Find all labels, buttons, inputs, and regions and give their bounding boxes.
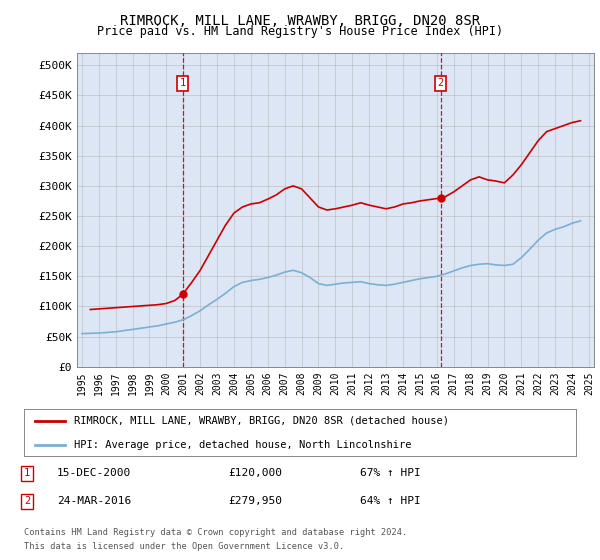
Text: 2: 2 xyxy=(24,496,30,506)
Text: 64% ↑ HPI: 64% ↑ HPI xyxy=(360,496,421,506)
Text: RIMROCK, MILL LANE, WRAWBY, BRIGG, DN20 8SR (detached house): RIMROCK, MILL LANE, WRAWBY, BRIGG, DN20 … xyxy=(74,416,449,426)
Text: This data is licensed under the Open Government Licence v3.0.: This data is licensed under the Open Gov… xyxy=(24,542,344,550)
Text: RIMROCK, MILL LANE, WRAWBY, BRIGG, DN20 8SR: RIMROCK, MILL LANE, WRAWBY, BRIGG, DN20 … xyxy=(120,14,480,28)
Text: 67% ↑ HPI: 67% ↑ HPI xyxy=(360,468,421,478)
Text: £279,950: £279,950 xyxy=(228,496,282,506)
Text: 1: 1 xyxy=(179,78,185,88)
Text: 24-MAR-2016: 24-MAR-2016 xyxy=(57,496,131,506)
Text: £120,000: £120,000 xyxy=(228,468,282,478)
Text: 15-DEC-2000: 15-DEC-2000 xyxy=(57,468,131,478)
Text: HPI: Average price, detached house, North Lincolnshire: HPI: Average price, detached house, Nort… xyxy=(74,440,411,450)
Text: 2: 2 xyxy=(437,78,444,88)
Text: Price paid vs. HM Land Registry's House Price Index (HPI): Price paid vs. HM Land Registry's House … xyxy=(97,25,503,38)
Text: 1: 1 xyxy=(24,468,30,478)
Text: Contains HM Land Registry data © Crown copyright and database right 2024.: Contains HM Land Registry data © Crown c… xyxy=(24,528,407,537)
